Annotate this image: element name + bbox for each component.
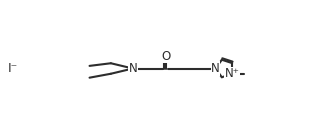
Text: N⁺: N⁺ (225, 67, 239, 80)
Text: N: N (211, 62, 220, 75)
Text: N: N (129, 62, 137, 75)
Text: I⁻: I⁻ (7, 62, 18, 75)
Text: O: O (161, 50, 170, 62)
